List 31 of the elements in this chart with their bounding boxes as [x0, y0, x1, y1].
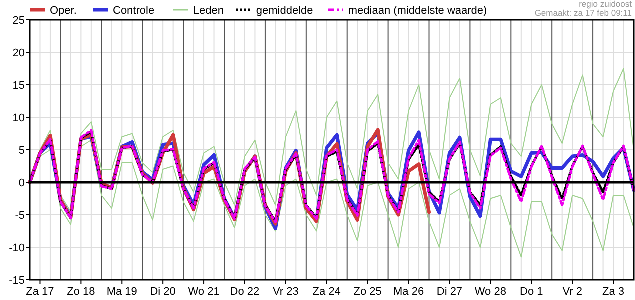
x-tick-label: Vr 2	[562, 286, 582, 298]
legend-label: Oper.	[50, 4, 77, 17]
x-tick-label: Wo 28	[474, 286, 506, 298]
y-tick-label: 10	[12, 112, 25, 124]
y-tick-label: 15	[12, 80, 25, 92]
x-tick-label: Zo 18	[67, 286, 96, 298]
x-tick-label: Do 1	[520, 286, 544, 298]
x-tick-label: Do 22	[230, 286, 260, 298]
legend-label: Leden	[193, 4, 224, 17]
x-tick-label: Za 24	[312, 286, 341, 298]
y-tick-label: 25	[12, 14, 25, 27]
y-tick-label: 5	[18, 144, 25, 157]
x-tick-label: Ma 26	[393, 286, 424, 298]
y-tick-label: -10	[9, 242, 25, 254]
legend-label: Controle	[113, 4, 155, 17]
x-tick-label: Wo 21	[188, 286, 220, 298]
x-tick-label: Di 27	[436, 286, 463, 298]
x-tick-label: Di 20	[150, 286, 176, 298]
y-tick-label: -5	[15, 210, 25, 222]
x-tick-label: Ma 19	[106, 286, 138, 298]
text: Gemaakt: za 17 feb 09:11	[534, 8, 632, 18]
legend-label: mediaan (middelste waarde)	[348, 4, 488, 17]
text: regio zuidoost	[579, 0, 633, 9]
y-tick-label: 0	[18, 177, 25, 190]
x-tick-label: Za 17	[26, 286, 54, 298]
x-tick-label: Vr 23	[272, 286, 299, 298]
y-tick-label: 20	[12, 47, 25, 60]
x-tick-label: Za 3	[602, 286, 625, 298]
legend-label: gemiddelde	[256, 4, 314, 17]
x-tick-label: Zo 25	[354, 286, 382, 298]
y-tick-label: -15	[9, 274, 25, 287]
